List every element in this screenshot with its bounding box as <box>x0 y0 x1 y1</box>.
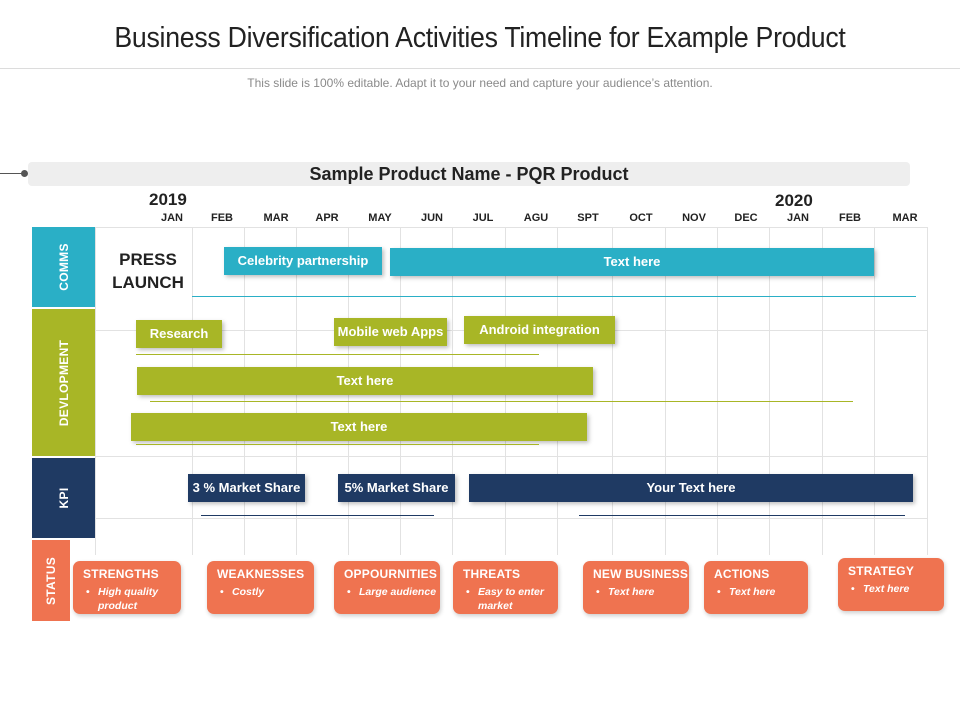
category-status: STATUS <box>32 540 70 621</box>
title-divider <box>0 68 960 69</box>
grid-line <box>665 227 666 555</box>
android-integration-bar: Android integration <box>464 316 615 344</box>
status-card-strengths: STRENGTHS High quality product <box>73 561 181 614</box>
month-label: JUL <box>472 212 494 224</box>
comms-text-bar: Text here <box>390 248 874 276</box>
year-2020: 2020 <box>775 191 813 210</box>
month-label: DEC <box>734 212 758 224</box>
status-card-new-business: NEW BUSINESS Text here <box>583 561 689 614</box>
grid-line <box>95 227 96 555</box>
status-card-heading: ACTIONS <box>714 567 770 581</box>
status-card-body: Easy to enter market <box>463 585 558 613</box>
status-card-opportunities: OPPOURNITIES Large audience <box>334 561 440 614</box>
grid-row-line <box>95 227 927 228</box>
development-underline <box>136 354 539 355</box>
status-card-heading: THREATS <box>463 567 521 581</box>
mobile-web-apps-bar: Mobile web Apps <box>334 318 447 346</box>
grid-row-line <box>95 456 927 457</box>
status-card-threats: THREATS Easy to enter market <box>453 561 558 614</box>
status-card-body: Costly <box>217 585 314 599</box>
month-label: MAY <box>368 212 392 224</box>
grid-row-line <box>95 518 927 519</box>
status-card-heading: NEW BUSINESS <box>593 567 689 581</box>
status-card-heading: STRATEGY <box>848 564 915 578</box>
press-launch-line1: PRESS <box>119 250 177 269</box>
month-label: FEB <box>839 212 861 224</box>
month-label: MAR <box>263 212 289 224</box>
market-share-5-bar: 5% Market Share <box>338 474 455 502</box>
month-label: AGU <box>523 212 549 224</box>
grid-line <box>769 227 770 555</box>
status-card-body: Text here <box>593 585 689 599</box>
category-kpi: KPI <box>32 458 95 538</box>
status-card-heading: WEAKNESSES <box>217 567 305 581</box>
month-label: JAN <box>786 212 809 224</box>
year-2019: 2019 <box>149 190 187 209</box>
month-label: SPT <box>577 212 599 224</box>
status-card-body: Large audience <box>344 585 440 599</box>
grid-line <box>822 227 823 555</box>
status-card-weaknesses: WEAKNESSES Costly <box>207 561 314 614</box>
product-name-bar: Sample Product Name - PQR Product <box>28 162 910 186</box>
development-underline <box>150 401 853 402</box>
grid-line <box>717 227 718 555</box>
status-card-strategy: STRATEGY Text here <box>838 558 944 611</box>
kpi-text-bar: Your Text here <box>469 474 913 502</box>
comms-underline <box>192 296 916 297</box>
celebrity-partnership-bar: Celebrity partnership <box>224 247 382 275</box>
status-card-body: Text here <box>714 585 808 599</box>
grid-line <box>612 227 613 555</box>
connector-line <box>0 173 24 174</box>
status-card-body: Text here <box>848 582 944 596</box>
status-card-body: High quality product <box>83 585 181 613</box>
month-label: JAN <box>160 212 183 224</box>
month-label: MAR <box>892 212 918 224</box>
category-comms: COMMS <box>32 227 95 307</box>
connector-dot <box>21 170 28 177</box>
month-label: JUN <box>420 212 443 224</box>
category-comms-label: COMMS <box>56 243 71 291</box>
development-text-bar-2: Text here <box>131 413 587 441</box>
kpi-underline <box>579 515 905 516</box>
category-kpi-label: KPI <box>56 487 71 509</box>
page-subtitle: This slide is 100% editable. Adapt it to… <box>247 76 713 90</box>
grid-line <box>927 227 928 555</box>
month-label: APR <box>315 212 339 224</box>
category-development-label: DEVLOPMENT <box>56 339 71 426</box>
research-bar: Research <box>136 320 222 348</box>
press-launch-label: PRESS LAUNCH <box>106 248 190 294</box>
status-card-heading: OPPOURNITIES <box>344 567 438 581</box>
press-launch-line2: LAUNCH <box>112 273 184 292</box>
page-title: Business Diversification Activities Time… <box>114 22 846 54</box>
development-text-bar-1: Text here <box>137 367 593 395</box>
month-label: NOV <box>682 212 706 224</box>
development-underline <box>136 444 539 445</box>
month-label: FEB <box>211 212 233 224</box>
month-label: OCT <box>629 212 653 224</box>
status-card-heading: STRENGTHS <box>83 567 159 581</box>
kpi-underline <box>201 515 434 516</box>
category-status-label: STATUS <box>44 556 58 605</box>
status-card-actions: ACTIONS Text here <box>704 561 808 614</box>
grid-line <box>874 227 875 555</box>
category-development: DEVLOPMENT <box>32 309 95 456</box>
market-share-3-bar: 3 % Market Share <box>188 474 305 502</box>
